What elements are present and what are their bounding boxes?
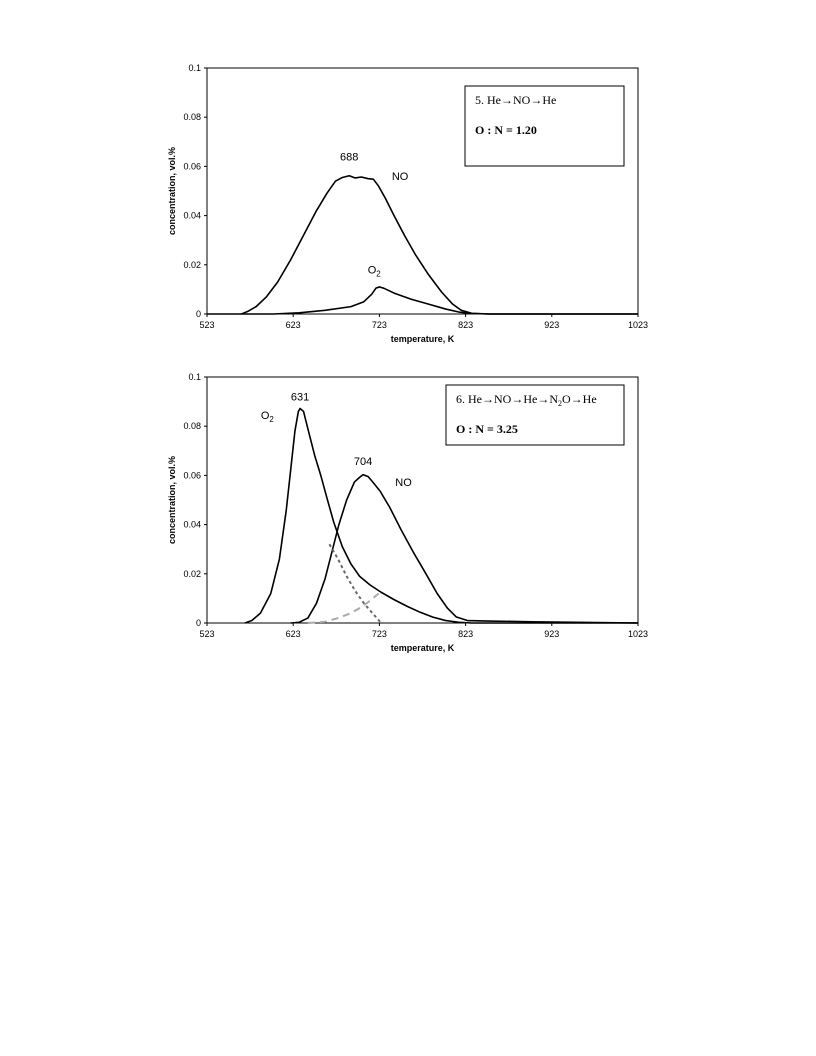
annotation-label: 631	[291, 391, 309, 403]
x-tick-label: 623	[286, 320, 301, 330]
y-tick-label: 0.06	[183, 161, 201, 171]
y-axis-title: concentration, vol.%	[167, 147, 177, 235]
y-tick-label: 0.02	[183, 260, 201, 270]
info-box-line-1: 5. He→NO→He	[475, 93, 556, 107]
annotation-label: NO	[395, 477, 412, 489]
x-axis-title: temperature, K	[391, 334, 455, 344]
y-tick-label: 0.04	[183, 211, 201, 221]
info-box-tail: O→He	[562, 392, 597, 406]
y-tick-label: 0.06	[183, 470, 201, 480]
y-axis-title: concentration, vol.%	[167, 456, 177, 544]
y-tick-label: 0.08	[183, 421, 201, 431]
series-line-no	[290, 473, 639, 624]
plot-area	[206, 67, 639, 315]
annotation-label: NO	[392, 171, 409, 183]
y-tick-label: 0.08	[183, 112, 201, 122]
x-tick-label: 923	[544, 320, 559, 330]
chart-2: 0 0.02 0.04 0.06 0.08 0.1 523 623 723 823 923 1023 t…	[167, 372, 648, 653]
annotation-subscript: 2	[269, 415, 274, 424]
info-box-subscript: 2	[558, 399, 562, 408]
chart-1: 0 0.02 0.04 0.06 0.08 0.1 523 623 723 823 923 1023 t…	[167, 63, 648, 344]
series-line-o2	[244, 407, 638, 624]
x-tick-label: 523	[199, 320, 214, 330]
x-tick-label: 1023	[628, 320, 648, 330]
info-box-line-2: O : N = 3.25	[456, 422, 518, 436]
info-box-line-1: 6. He→NO→He→N2O→He	[456, 392, 597, 408]
series-line-no	[241, 174, 638, 315]
series-line-second-o2-contribution	[307, 592, 380, 624]
x-tick-label: 823	[458, 629, 473, 639]
x-tick-label: 723	[372, 629, 387, 639]
y-tick-label: 0.1	[188, 372, 201, 382]
x-tick-label: 1023	[628, 629, 648, 639]
x-tick-label: 823	[458, 320, 473, 330]
x-tick-label: 523	[199, 629, 214, 639]
annotation-subscript: 2	[376, 269, 381, 278]
annotation-label: 688	[340, 151, 358, 163]
annotation-label: 704	[354, 456, 372, 468]
plot-area	[206, 376, 639, 624]
x-tick-label: 623	[286, 629, 301, 639]
y-tick-label: 0	[196, 309, 201, 319]
y-tick-label: 0.1	[188, 63, 201, 73]
y-tick-label: 0.04	[183, 520, 201, 530]
x-axis-title: temperature, K	[391, 643, 455, 653]
info-box	[464, 85, 625, 167]
info-box-line-2: O : N = 1.20	[475, 123, 537, 137]
y-tick-label: 0.02	[183, 569, 201, 579]
x-tick-label: 723	[372, 320, 387, 330]
annotation-label: O2	[368, 264, 382, 278]
series-line-o2	[207, 286, 638, 315]
x-tick-label: 923	[544, 629, 559, 639]
info-box	[445, 384, 625, 446]
annotation-label: O2	[261, 410, 275, 424]
y-tick-label: 0	[196, 618, 201, 628]
